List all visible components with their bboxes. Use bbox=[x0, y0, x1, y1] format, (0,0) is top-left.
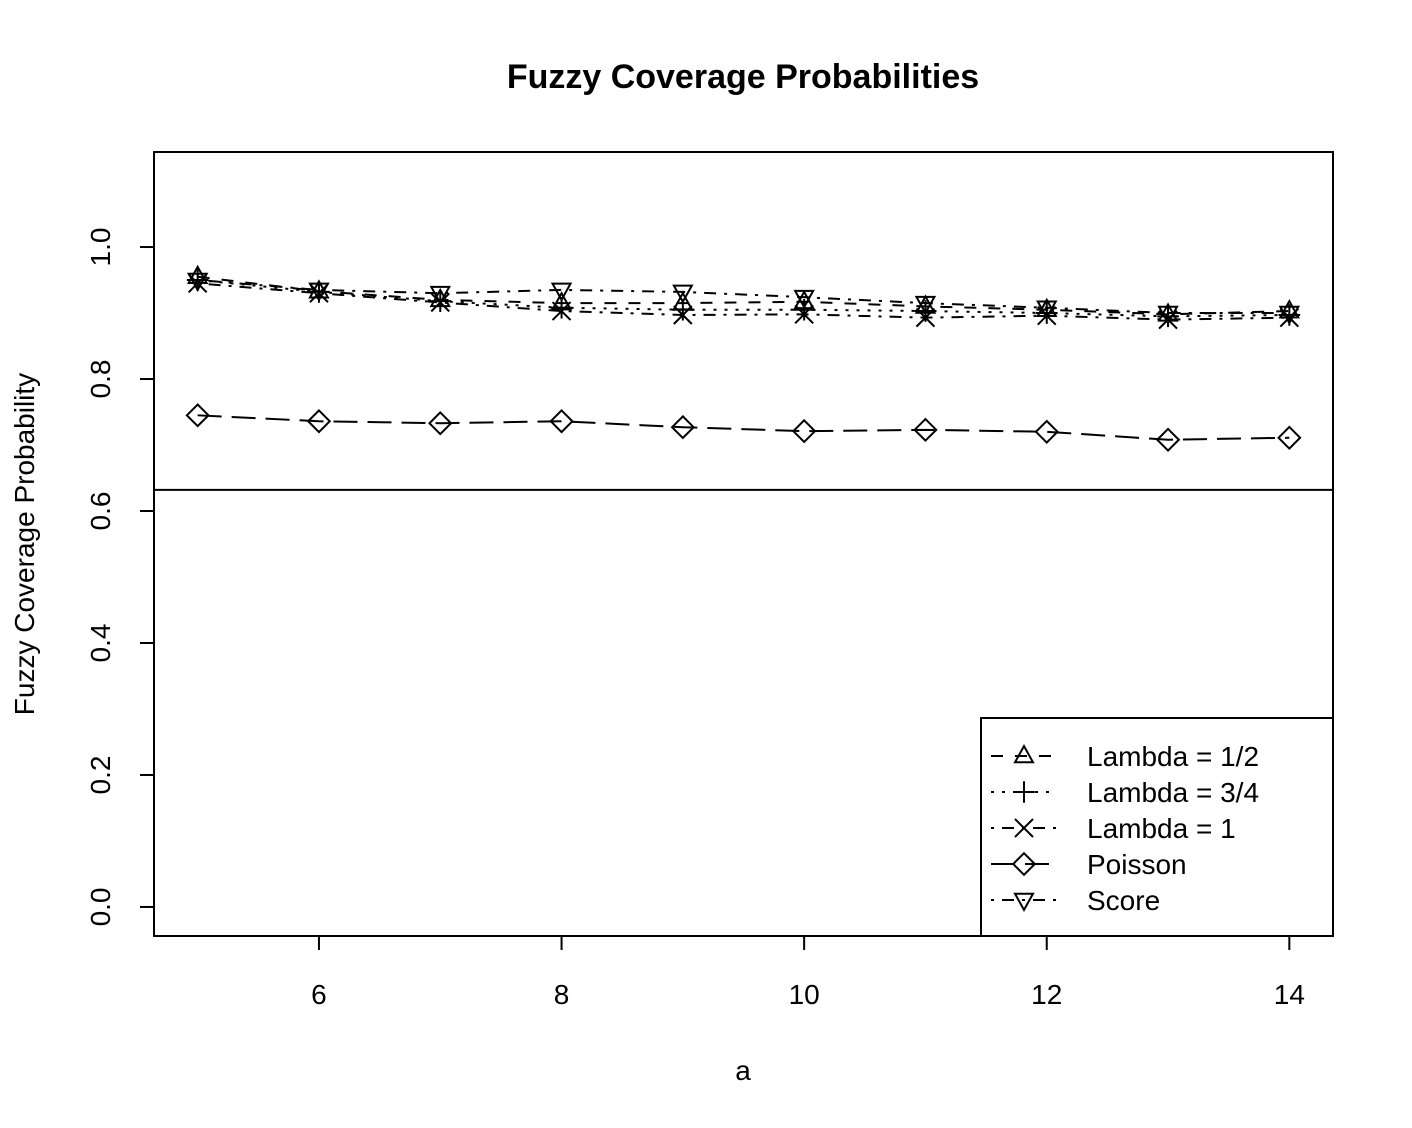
data-point bbox=[1157, 305, 1179, 325]
series-line bbox=[197, 282, 1290, 321]
data-point bbox=[549, 409, 574, 434]
x-tick-label: 12 bbox=[1031, 979, 1062, 1010]
data-point bbox=[186, 272, 209, 292]
legend-label: Lambda = 3/4 bbox=[1087, 777, 1259, 808]
data-point bbox=[1036, 300, 1058, 320]
data-point bbox=[551, 301, 572, 321]
x-tick-label: 14 bbox=[1274, 979, 1305, 1010]
plot-frame bbox=[153, 151, 1334, 937]
chart-title: Fuzzy Coverage Probabilities bbox=[507, 58, 979, 96]
y-tick-label: 0.8 bbox=[85, 360, 116, 399]
data-point bbox=[670, 414, 696, 440]
data-point bbox=[550, 282, 573, 302]
data-point bbox=[793, 298, 815, 321]
data-point bbox=[914, 295, 937, 316]
x-tick-label: 8 bbox=[554, 979, 570, 1010]
series-line bbox=[197, 279, 1290, 315]
data-point bbox=[1155, 427, 1181, 452]
data-point bbox=[428, 411, 453, 436]
data-point bbox=[1034, 419, 1059, 445]
legend-marker bbox=[1014, 818, 1034, 838]
x-tick-label: 6 bbox=[311, 979, 327, 1010]
data-point bbox=[308, 282, 330, 302]
data-point bbox=[186, 269, 209, 291]
legend-label: Score bbox=[1087, 885, 1160, 916]
y-tick-label: 0.4 bbox=[85, 624, 116, 663]
data-point bbox=[913, 417, 938, 443]
legend-label: Lambda = 1/2 bbox=[1087, 741, 1259, 772]
data-point bbox=[306, 409, 332, 434]
legend: Lambda = 1/2 Lambda = 3/4 Lambda = 1 Poisso… bbox=[980, 717, 1334, 937]
data-point bbox=[915, 307, 936, 328]
legend-label: Poisson bbox=[1087, 849, 1187, 880]
legend-label: Lambda = 1 bbox=[1087, 813, 1236, 844]
data-point bbox=[1277, 425, 1302, 450]
data-point bbox=[672, 284, 694, 304]
data-point bbox=[793, 289, 815, 310]
legend-marker bbox=[1013, 781, 1035, 803]
data-point bbox=[673, 305, 693, 325]
y-tick-label: 1.0 bbox=[85, 228, 116, 267]
data-point bbox=[429, 285, 451, 306]
legend-marker bbox=[1011, 851, 1037, 877]
y-tick-label: 0.2 bbox=[85, 756, 116, 795]
data-point bbox=[1035, 302, 1058, 324]
data-point bbox=[1278, 305, 1301, 325]
data-point bbox=[794, 304, 814, 325]
x-tick-label: 10 bbox=[789, 979, 820, 1010]
data-point bbox=[791, 418, 817, 444]
y-axis-label: Fuzzy Coverage Probability bbox=[9, 373, 40, 715]
series-line bbox=[197, 279, 1290, 318]
legend-marker bbox=[1013, 744, 1035, 764]
data-point bbox=[185, 403, 210, 428]
legend-marker bbox=[1013, 892, 1035, 912]
x-axis-label: a bbox=[735, 1055, 751, 1086]
y-tick-label: 0.6 bbox=[85, 492, 116, 531]
series-line bbox=[197, 414, 1290, 441]
y-tick-label: 0.0 bbox=[85, 887, 116, 926]
